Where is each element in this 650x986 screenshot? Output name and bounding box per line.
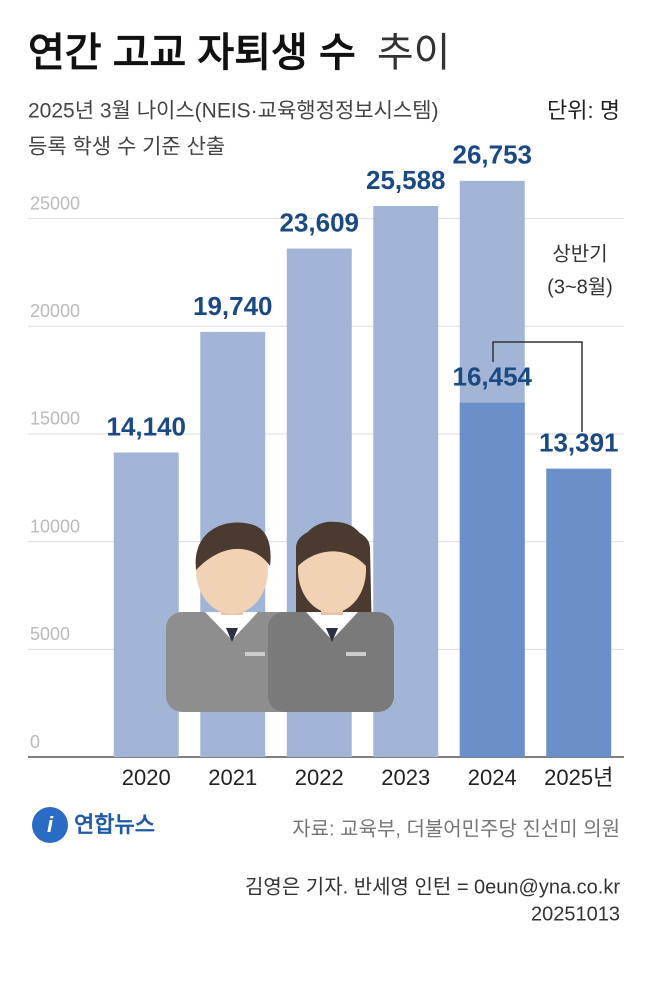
credit: 김영은 기자. 반세영 인턴 = 0eun@yna.co.kr xyxy=(245,875,620,898)
annotation-bracket xyxy=(492,341,583,432)
value-label: 14,140 xyxy=(106,411,186,441)
annotation: (3~8월) xyxy=(547,275,613,298)
annotation: 상반기 xyxy=(552,242,607,265)
unit: 단위: 명 xyxy=(547,98,620,123)
title-light: 추이 xyxy=(377,31,451,75)
bar xyxy=(546,468,612,757)
x-tick-label: 2020 xyxy=(122,765,171,790)
chart-title: 연간 고교 자퇴생 수 추이 xyxy=(28,31,450,75)
svg-text:i: i xyxy=(47,812,54,837)
subtitle: 2025년 3월 나이스(NEIS·교육행정정보시스템) xyxy=(28,100,439,123)
x-tick-label: 2023 xyxy=(381,765,430,790)
bar xyxy=(113,452,179,757)
value-label: 13,391 xyxy=(539,427,619,457)
x-tick-label: 2022 xyxy=(295,765,344,790)
y-tick-label: 0 xyxy=(30,732,40,752)
date: 20251013 xyxy=(531,903,620,925)
value-label: 23,609 xyxy=(279,207,359,237)
y-tick-label: 20000 xyxy=(30,301,80,321)
bar xyxy=(459,402,525,757)
x-tick-label: 2025년 xyxy=(544,765,613,790)
x-tick-label: 2024 xyxy=(468,765,517,790)
y-tick-label: 10000 xyxy=(30,516,80,536)
value-label: 16,454 xyxy=(452,362,532,392)
logo: i 연합뉴스 xyxy=(32,807,155,843)
title-main: 연간 고교 자퇴생 수 xyxy=(28,31,356,75)
y-tick-label: 5000 xyxy=(30,624,70,644)
students-illustration xyxy=(166,521,394,712)
y-tick-label: 15000 xyxy=(30,409,80,429)
value-label: 19,740 xyxy=(193,291,273,321)
logo-text: 연합뉴스 xyxy=(74,812,155,837)
value-label: 25,588 xyxy=(366,165,446,195)
source: 자료: 교육부, 더불어민주당 진선미 의원 xyxy=(292,817,620,840)
subtitle: 등록 학생 수 기준 산출 xyxy=(28,136,225,159)
x-tick-label: 2021 xyxy=(208,765,257,790)
value-label: 26,753 xyxy=(452,140,532,170)
y-tick-label: 25000 xyxy=(30,193,80,213)
